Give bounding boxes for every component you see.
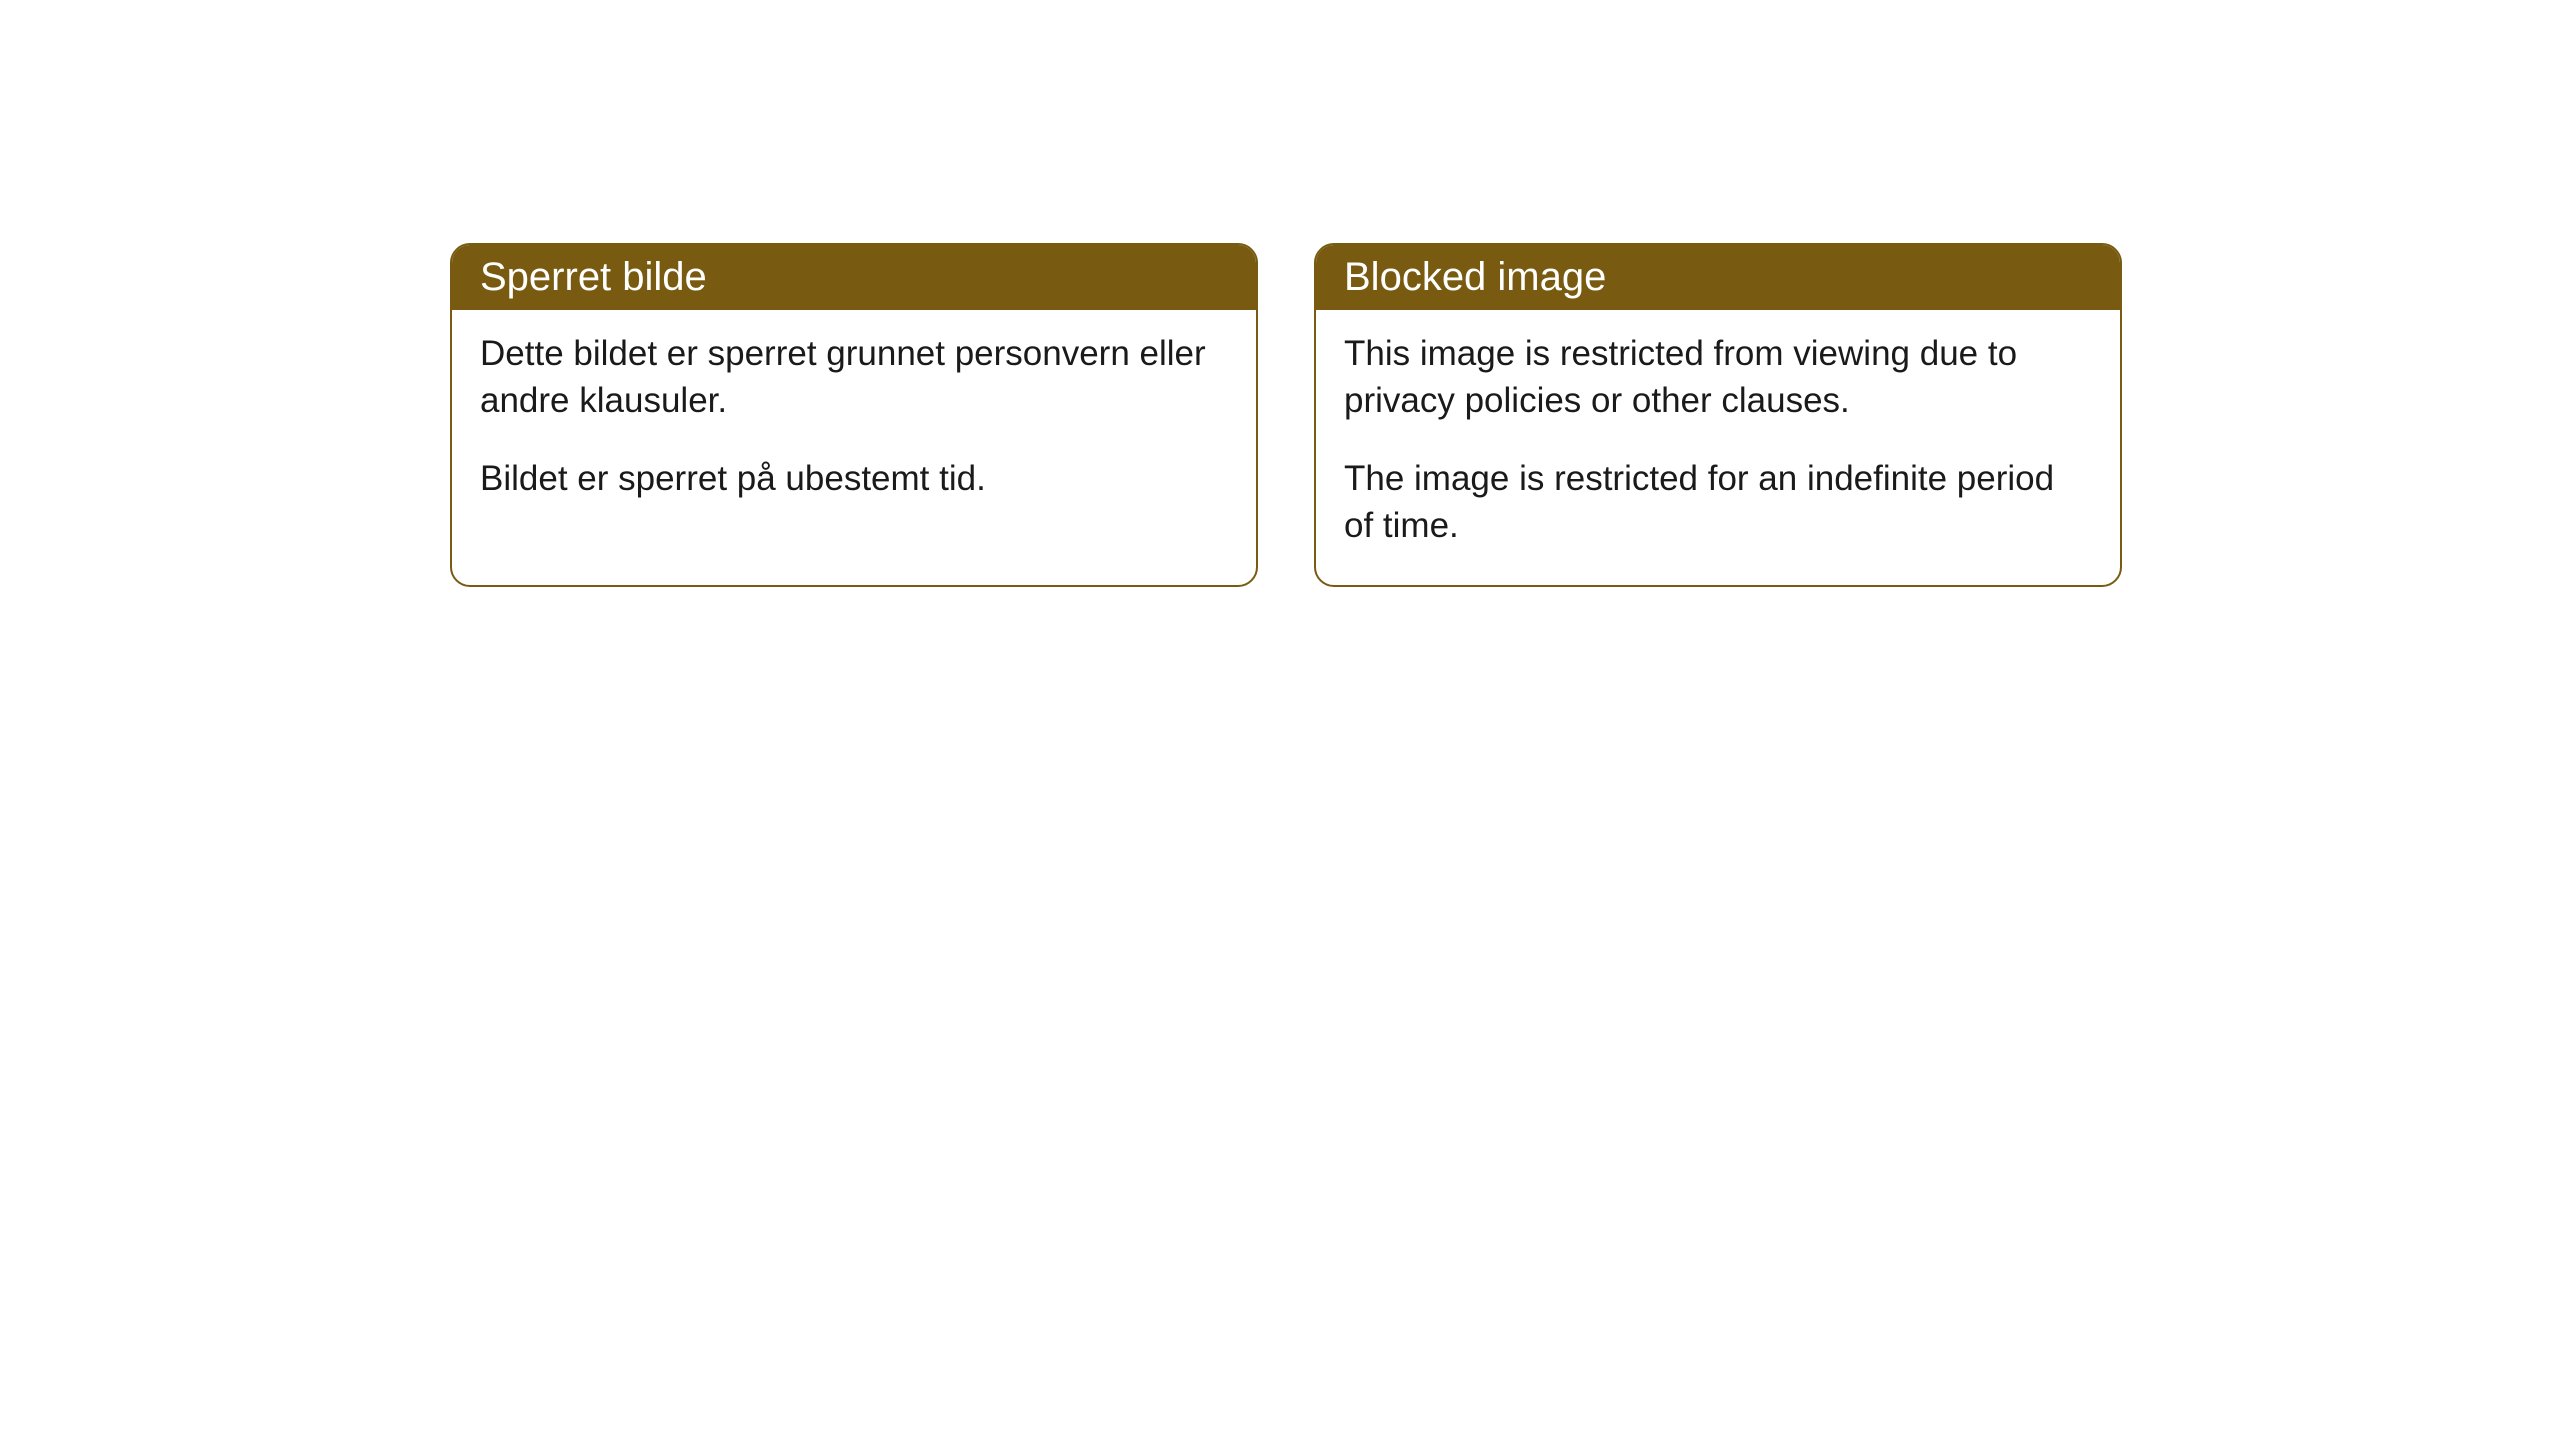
notice-text: Dette bildet er sperret grunnet personve… [480, 330, 1228, 425]
notice-text: The image is restricted for an indefinit… [1344, 455, 2092, 550]
notice-card-norwegian: Sperret bilde Dette bildet er sperret gr… [450, 243, 1258, 587]
notice-header: Blocked image [1316, 245, 2120, 310]
notice-text: This image is restricted from viewing du… [1344, 330, 2092, 425]
notice-header: Sperret bilde [452, 245, 1256, 310]
notice-container: Sperret bilde Dette bildet er sperret gr… [0, 0, 2560, 587]
notice-body: This image is restricted from viewing du… [1316, 310, 2120, 585]
notice-card-english: Blocked image This image is restricted f… [1314, 243, 2122, 587]
notice-text: Bildet er sperret på ubestemt tid. [480, 455, 1228, 502]
notice-body: Dette bildet er sperret grunnet personve… [452, 310, 1256, 538]
